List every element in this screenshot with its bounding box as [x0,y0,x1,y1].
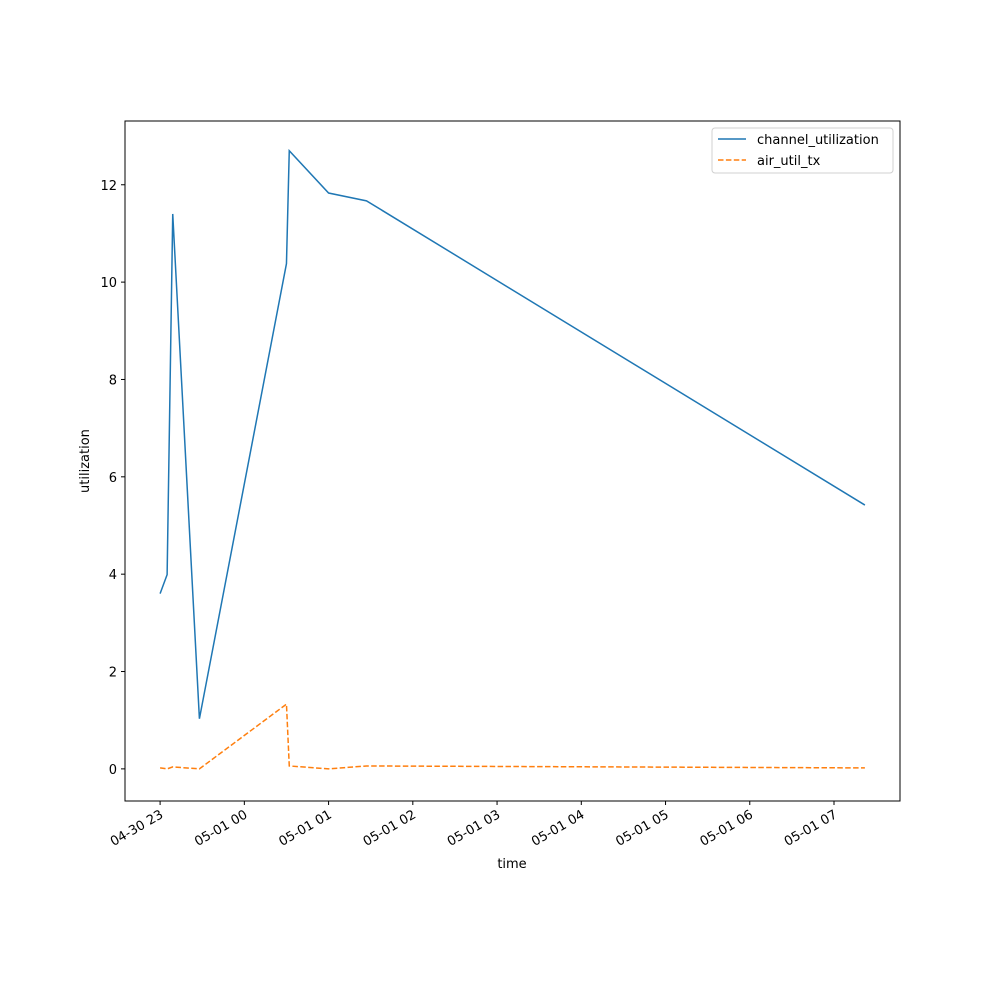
legend-label: air_util_tx [757,154,821,169]
line-series [159,148,866,719]
x-axis-label: time [497,857,526,872]
y-tick-label: 6 [109,471,117,486]
y-axis-label: utilization [78,429,93,493]
y-tick-label: 2 [109,666,117,681]
y-tick-label: 12 [100,179,117,194]
y-tick-label: 10 [100,276,117,291]
y-tick-label: 4 [109,568,117,583]
line-series [159,702,865,770]
y-tick-label: 8 [109,373,117,388]
legend-box [711,127,894,174]
y-tick-label: 0 [109,763,117,778]
plot-frame [124,120,901,802]
legend-label: channel_utilization [757,133,879,148]
